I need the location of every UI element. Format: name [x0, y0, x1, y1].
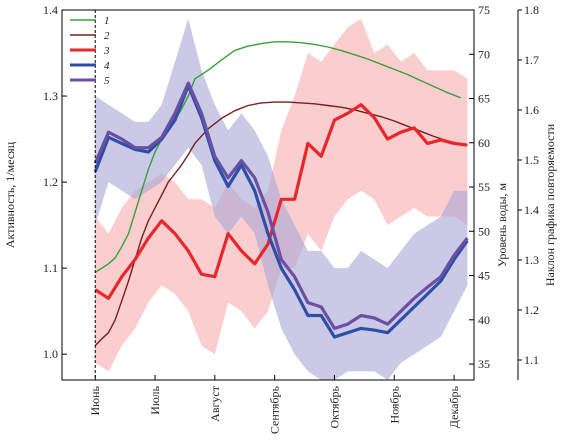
- series-line-3: [94, 103, 468, 300]
- series-line-1: [94, 41, 461, 273]
- right1-tick-label: 75: [478, 3, 490, 17]
- legend-label-2: 2: [104, 30, 110, 42]
- right2-tick-label: 1.3: [524, 253, 539, 267]
- series-line-5: [93, 81, 469, 330]
- right2-tick-label: 1.6: [524, 103, 539, 117]
- x-tick-label: Июнь: [88, 385, 102, 415]
- left-tick-label: 1.3: [43, 89, 58, 103]
- right2-tick-label: 1.8: [524, 3, 539, 17]
- right1-axis-label: Уровень воды, м: [495, 182, 509, 267]
- right2-tick-label: 1.7: [524, 53, 539, 67]
- right1-tick-label: 35: [478, 357, 490, 371]
- right2-axis-label: Наклон графика повторяемости: [543, 123, 557, 286]
- x-tick-label: Сентябрь: [268, 385, 282, 434]
- right1-tick-label: 65: [478, 92, 490, 106]
- x-tick-label: Октябрь: [327, 385, 341, 428]
- plot-frame: [61, 9, 475, 381]
- left-axis-label: Активность, 1/месяц: [3, 141, 17, 248]
- right1-tick-label: 50: [478, 224, 490, 238]
- series-line-4: [93, 84, 469, 339]
- legend-label-3: 3: [103, 45, 110, 57]
- left-tick-label: 1.2: [43, 175, 58, 189]
- x-tick-label: Август: [208, 385, 222, 422]
- left-tick-label: 1.0: [43, 347, 58, 361]
- right1-tick-label: 70: [478, 47, 490, 61]
- legend-label-4: 4: [104, 60, 110, 72]
- x-tick-label: Декабрь: [447, 385, 461, 428]
- right1-tick-label: 40: [478, 313, 490, 327]
- right1-tick-label: 60: [478, 136, 490, 150]
- left-tick-label: 1.4: [43, 3, 58, 17]
- x-tick-label: Июль: [148, 385, 162, 414]
- x-tick-label: Ноябрь: [387, 385, 401, 423]
- right1-tick-label: 55: [478, 180, 490, 194]
- right1-tick-label: 45: [478, 269, 490, 283]
- right2-tick-label: 1.2: [524, 303, 539, 317]
- right2-tick-label: 1.4: [524, 203, 539, 217]
- right2-tick-label: 1.1: [524, 353, 539, 367]
- confidence-band-1: [95, 18, 468, 372]
- legend-label-5: 5: [104, 75, 110, 87]
- legend-label-1: 1: [104, 15, 110, 27]
- left-tick-label: 1.1: [43, 261, 58, 275]
- right2-tick-label: 1.5: [524, 153, 539, 167]
